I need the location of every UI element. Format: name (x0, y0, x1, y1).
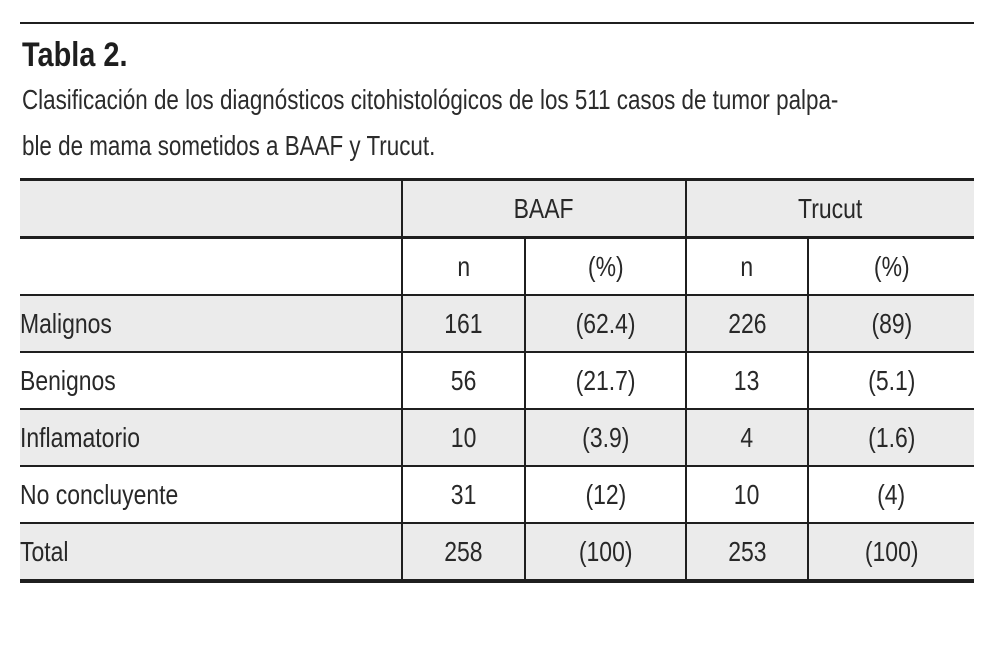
sub-header-empty-cell (20, 238, 402, 296)
sub-header-baaf-pct: (%) (523, 237, 687, 295)
data-cell: 226 (685, 295, 809, 352)
table-title: Tabla 2. (22, 36, 1004, 74)
row-label-cell: Malignos (20, 307, 112, 339)
group-header-trucut: Trucut (685, 179, 975, 238)
row-label-cell: No concluyente (20, 478, 179, 510)
table-caption: Clasificación de los diagnósticos citohi… (22, 77, 1004, 169)
data-cell: (21.7) (523, 352, 687, 409)
data-cell: (3.9) (523, 409, 687, 466)
group-header-baaf: BAAF (400, 179, 687, 238)
row-label-cell: Total (20, 535, 69, 567)
caption-line-2: ble de mama sometidos a BAAF y Trucut. (22, 130, 436, 161)
sub-header-row: n (%) n (%) (20, 237, 975, 296)
data-cell: 258 (401, 523, 525, 581)
diagnosis-table: BAAF Trucut n (%) n (%) Malignos (20, 178, 975, 583)
table-row-malignos: Malignos 161 (62.4) 226 (89) (20, 295, 975, 352)
data-cell: (1.6) (807, 409, 975, 466)
table-row-inflamatorio: Inflamatorio 10 (3.9) 4 (1.6) (20, 409, 975, 466)
data-cell: (12) (523, 466, 687, 523)
table-row-benignos: Benignos 56 (21.7) 13 (5.1) (20, 352, 975, 409)
table-title-text: Tabla 2. (22, 36, 128, 74)
page: Tabla 2. Clasificación de los diagnóstic… (0, 22, 1004, 663)
data-cell: 161 (401, 295, 525, 352)
sub-header-trucut-pct: (%) (807, 237, 975, 295)
group-header-empty-cell (20, 180, 402, 238)
sub-header-trucut-n: n (685, 237, 809, 295)
group-header-row: BAAF Trucut (20, 179, 975, 238)
table-row-no-concluyente: No concluyente 31 (12) 10 (4) (20, 466, 975, 523)
data-cell: 13 (685, 352, 809, 409)
row-label-cell: Benignos (20, 364, 116, 396)
data-cell: 31 (401, 466, 525, 523)
data-cell: 10 (685, 466, 809, 523)
data-cell: (62.4) (523, 295, 687, 352)
data-cell: (100) (523, 523, 687, 581)
table-row-total: Total 258 (100) 253 (100) (20, 523, 975, 581)
row-label-cell: Inflamatorio (20, 421, 140, 453)
top-rule (20, 22, 974, 24)
data-cell: (100) (807, 523, 975, 581)
data-cell: (5.1) (807, 352, 975, 409)
data-cell: 10 (401, 409, 525, 466)
data-cell: (4) (807, 466, 975, 523)
data-cell: 253 (685, 523, 809, 581)
data-cell: 56 (401, 352, 525, 409)
data-cell: 4 (685, 409, 809, 466)
data-cell: (89) (807, 295, 975, 352)
sub-header-baaf-n: n (401, 237, 525, 295)
caption-line-1: Clasificación de los diagnósticos citohi… (22, 84, 839, 115)
